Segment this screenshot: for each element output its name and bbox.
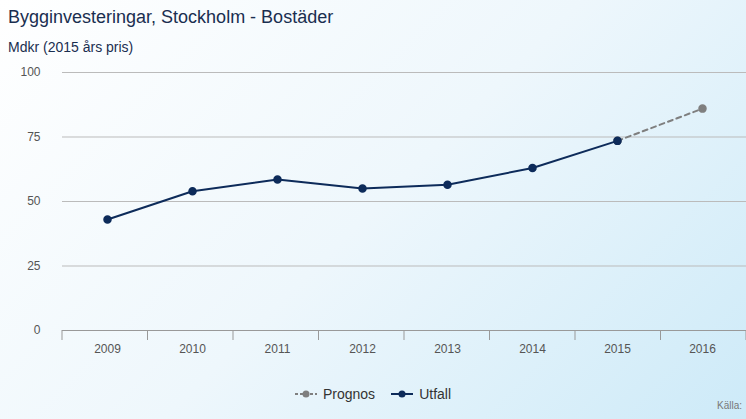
svg-text:100: 100 [20, 65, 40, 79]
svg-text:2016: 2016 [689, 342, 716, 356]
html-text:Mdkr (2015 års pris): Mdkr (2015 års pris) [8, 39, 134, 55]
svg-text:75: 75 [27, 130, 41, 144]
svg-text:25: 25 [27, 259, 41, 273]
html-text:Utfall: Utfall [419, 386, 451, 402]
svg-text:2009: 2009 [94, 342, 121, 356]
svg-text:2011: 2011 [265, 342, 291, 356]
html-text:Prognos: Prognos [323, 386, 376, 402]
svg-text:50: 50 [27, 194, 41, 208]
svg-text:2013: 2013 [434, 342, 461, 356]
html-text:Bygginvesteringar, Stockholm -: Bygginvesteringar, Stockholm - Bostäder [8, 7, 334, 27]
svg-text:2015: 2015 [604, 342, 631, 356]
svg-text:2010: 2010 [179, 342, 206, 356]
svg-text:2014: 2014 [519, 342, 546, 356]
html-text:Källa:: Källa: [717, 400, 742, 411]
svg-text:2012: 2012 [349, 342, 376, 356]
svg-text:0: 0 [34, 323, 41, 337]
